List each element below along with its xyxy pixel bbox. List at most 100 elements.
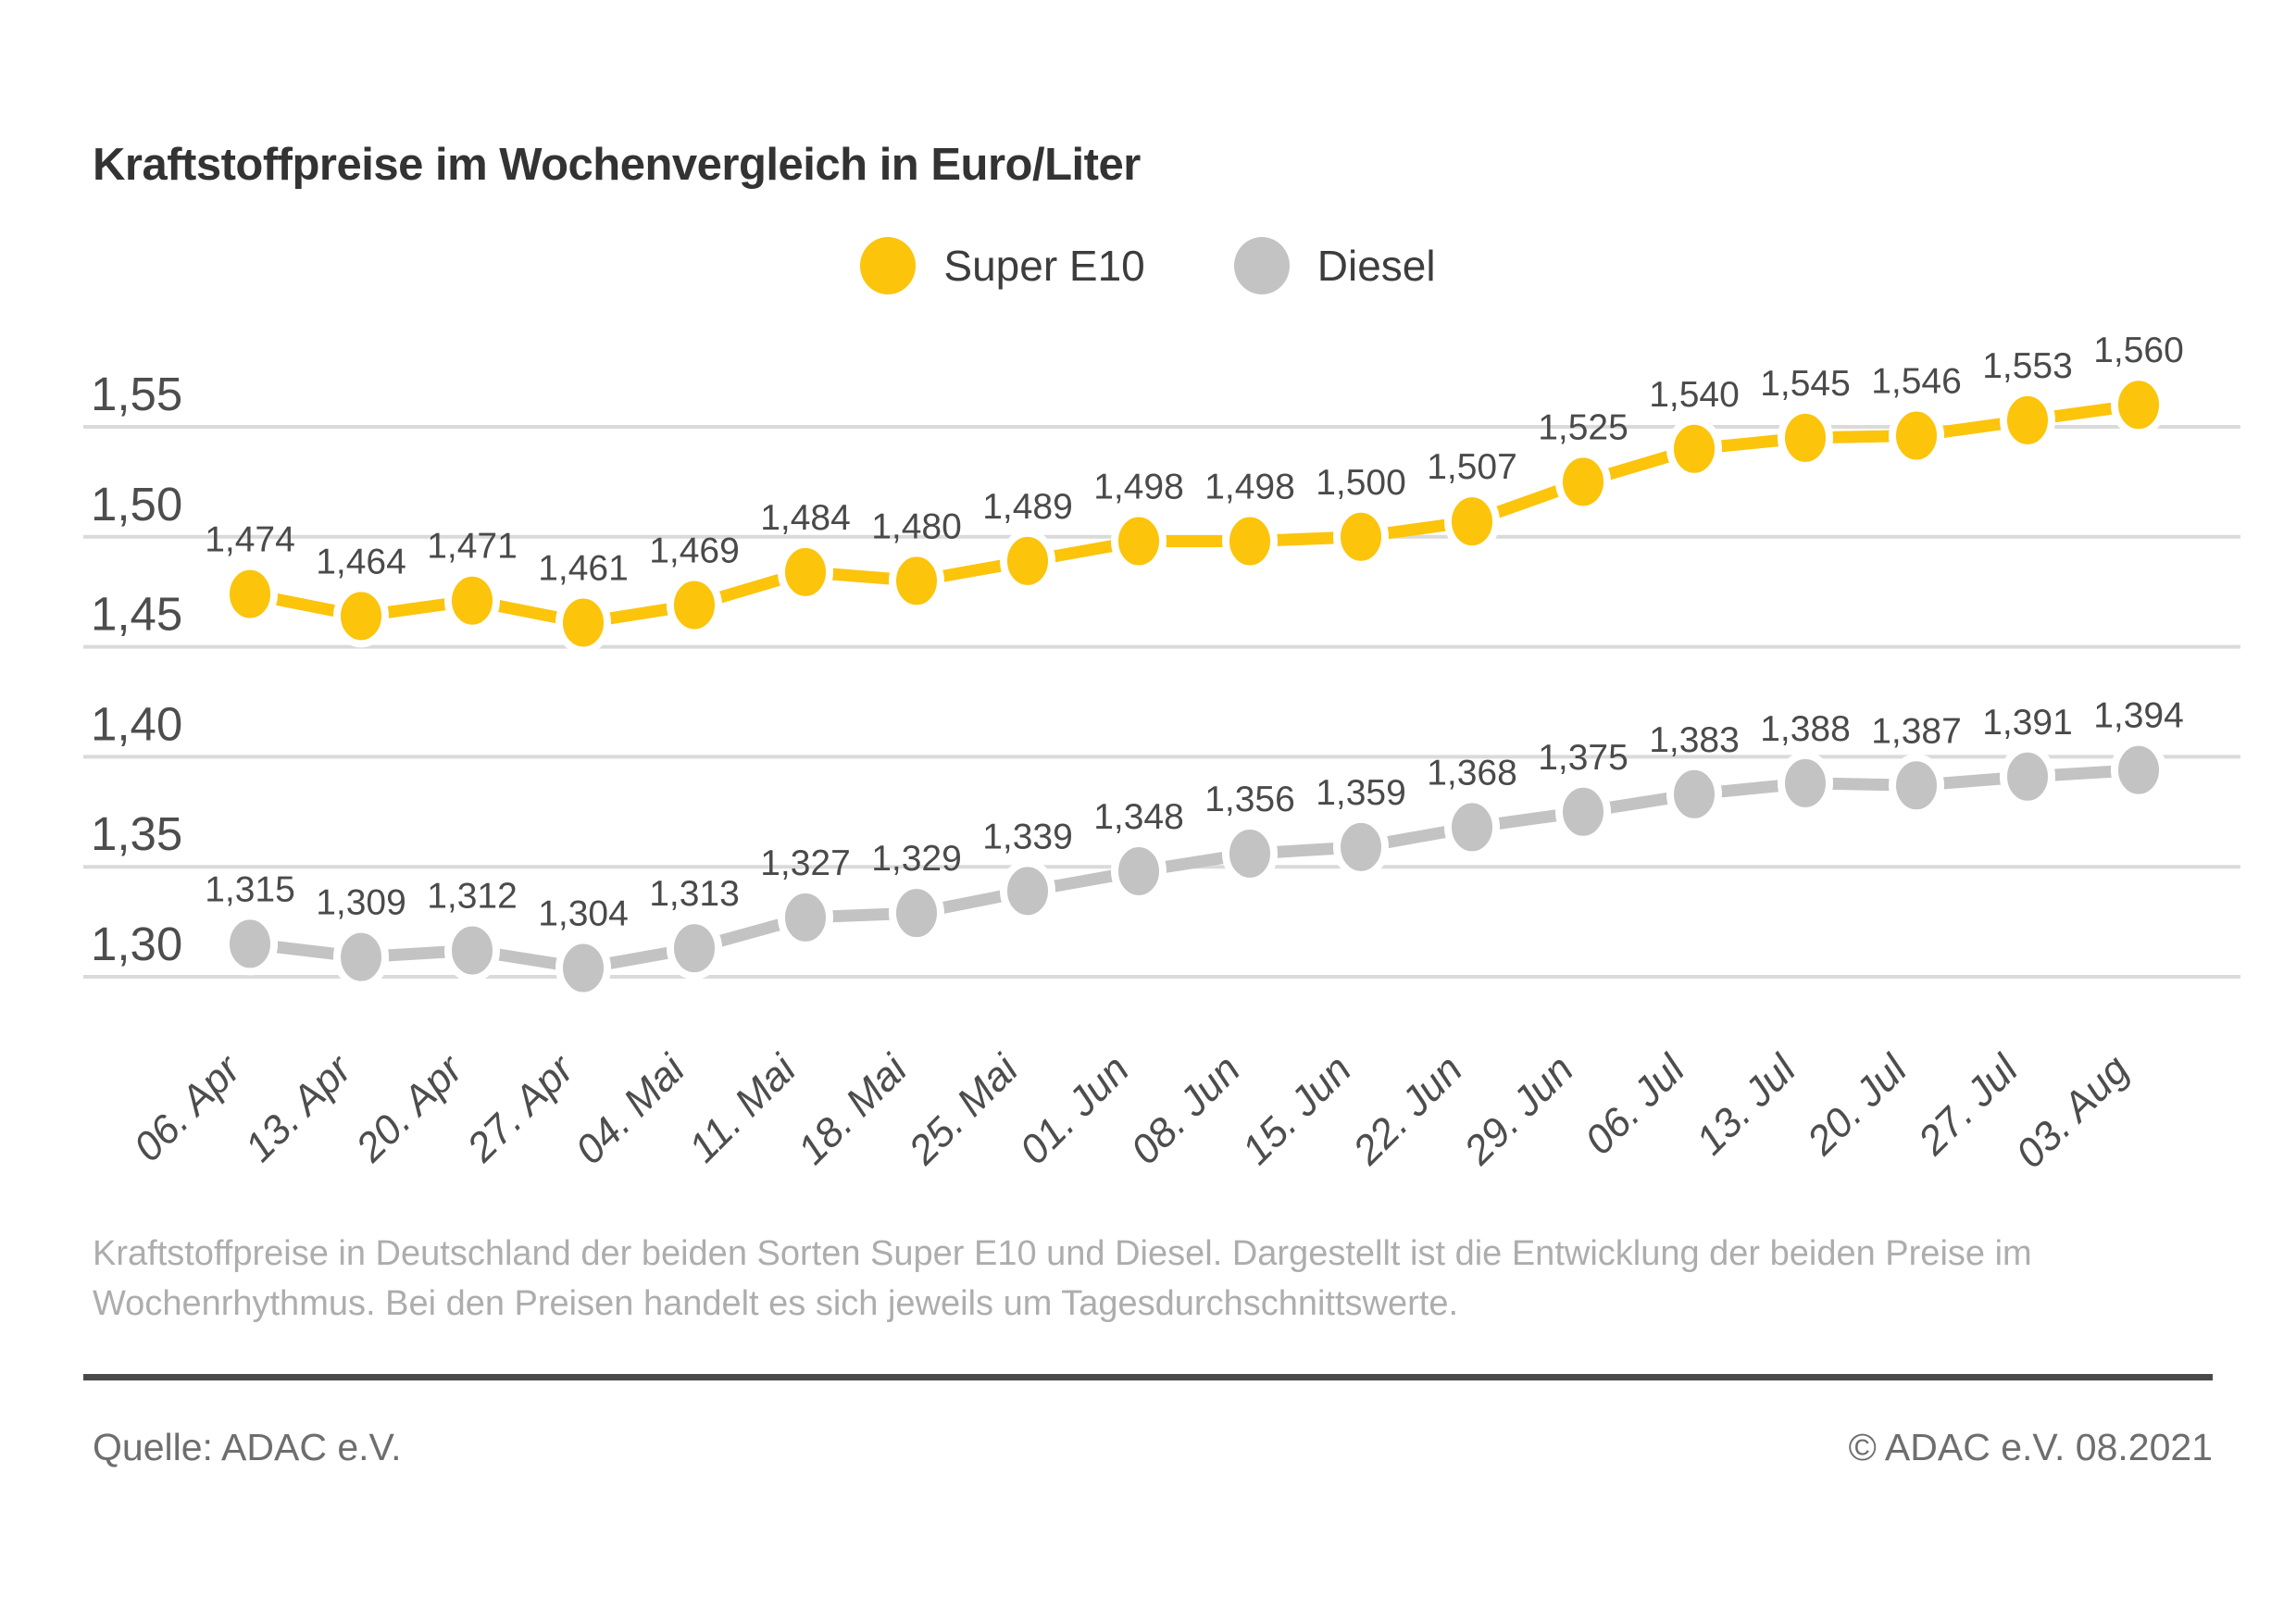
data-point-label: 1,387 <box>1871 711 1962 751</box>
y-tick-label: 1,35 <box>91 807 182 860</box>
source-text: Quelle: ADAC e.V. <box>93 1426 402 1468</box>
chart-legend: Super E10 Diesel <box>0 237 2296 294</box>
x-tick-label: 15. Jun <box>1233 1046 1360 1173</box>
data-point-label: 1,507 <box>1427 447 1517 487</box>
data-point <box>1889 404 1944 468</box>
data-point-label: 1,461 <box>538 548 629 588</box>
x-tick-label: 18. Mai <box>789 1046 917 1174</box>
data-point-label: 1,348 <box>1093 797 1184 837</box>
x-tick-label: 20. Apr <box>347 1045 473 1171</box>
data-point-label: 1,469 <box>649 531 740 570</box>
legend-item-diesel: Diesel <box>1233 237 1436 294</box>
data-point-label: 1,464 <box>316 542 406 581</box>
data-point <box>1222 821 1278 885</box>
data-point-label: 1,480 <box>871 506 962 546</box>
x-tick-label: 22. Jun <box>1344 1046 1471 1173</box>
data-point-label: 1,484 <box>760 498 851 538</box>
page-title: Kraftstoffpreise im Wochenvergleich in E… <box>93 140 1141 190</box>
data-point-label: 1,339 <box>982 817 1073 856</box>
data-point <box>1000 859 1055 923</box>
data-point-label: 1,498 <box>1093 468 1184 507</box>
data-point-label: 1,356 <box>1204 780 1295 819</box>
divider-line <box>83 1374 2213 1380</box>
data-point <box>333 584 389 648</box>
data-point <box>1889 754 1944 818</box>
legend-dot-diesel-icon <box>1233 237 1290 294</box>
data-point-label: 1,471 <box>427 527 518 567</box>
x-tick-label: 27. Apr <box>458 1045 584 1171</box>
y-tick-label: 1,40 <box>91 697 182 750</box>
data-point <box>1666 762 1722 826</box>
data-point <box>444 918 500 982</box>
x-tick-label: 06. Apr <box>125 1045 250 1170</box>
series-line-diesel <box>249 764 2140 974</box>
data-point <box>1444 490 1500 554</box>
legend-item-super-e10: Super E10 <box>860 237 1145 294</box>
footer: Quelle: ADAC e.V. © ADAC e.V. 08.2021 <box>93 1426 2213 1469</box>
data-point-label: 1,309 <box>316 883 406 923</box>
data-point <box>1333 505 1389 568</box>
data-point-label: 1,525 <box>1538 407 1628 447</box>
legend-dot-super-e10-icon <box>860 237 917 294</box>
data-point <box>555 591 611 655</box>
legend-label-super-e10: Super E10 <box>943 242 1145 290</box>
x-tick-label: 13. Jul <box>1688 1046 1805 1164</box>
data-point-label: 1,391 <box>1982 703 2073 743</box>
data-point-label: 1,313 <box>649 874 740 914</box>
data-point-label: 1,304 <box>538 893 629 933</box>
data-point <box>2111 373 2166 437</box>
x-tick-label: 25. Mai <box>900 1046 1028 1174</box>
data-point-label: 1,315 <box>205 869 295 909</box>
data-point <box>222 562 278 626</box>
data-point <box>667 917 722 980</box>
legend-label-diesel: Diesel <box>1316 242 1436 290</box>
data-point-label: 1,359 <box>1316 773 1406 813</box>
data-point <box>444 568 500 632</box>
data-point <box>1555 450 1611 514</box>
y-tick-label: 1,50 <box>91 478 182 531</box>
data-point <box>1000 529 1055 593</box>
chart-description: Kraftstoffpreise in Deutschland der beid… <box>93 1234 2032 1323</box>
series-line-super-e10 <box>248 398 2140 629</box>
data-point <box>667 573 722 637</box>
data-point <box>1111 509 1167 573</box>
data-point-label: 1,327 <box>760 843 851 883</box>
data-point-label: 1,553 <box>1982 346 2073 386</box>
data-point <box>222 912 278 976</box>
data-point-label: 1,540 <box>1649 375 1740 415</box>
data-point <box>1778 406 1833 469</box>
data-point-label: 1,394 <box>2093 696 2184 736</box>
x-tick-label: 03. Aug <box>2007 1046 2138 1177</box>
data-point <box>778 885 833 949</box>
x-tick-label: 08. Jun <box>1122 1046 1249 1173</box>
data-point-label: 1,388 <box>1760 709 1851 749</box>
data-point <box>555 936 611 1000</box>
data-point-label: 1,498 <box>1204 468 1295 507</box>
data-point <box>889 881 944 945</box>
y-tick-label: 1,30 <box>91 918 182 970</box>
data-point <box>333 925 389 989</box>
data-point <box>889 549 944 613</box>
data-point <box>2000 388 2055 452</box>
data-point-label: 1,368 <box>1427 753 1517 793</box>
x-tick-label: 06. Jul <box>1577 1046 1694 1164</box>
data-point-label: 1,383 <box>1649 720 1740 760</box>
data-point <box>1111 839 1167 903</box>
data-point <box>1666 417 1722 481</box>
x-tick-label: 29. Jun <box>1455 1046 1582 1173</box>
data-point <box>1222 509 1278 573</box>
data-point-label: 1,474 <box>205 520 295 560</box>
x-tick-label: 11. Mai <box>680 1046 805 1171</box>
data-point-label: 1,329 <box>871 839 962 879</box>
data-point-label: 1,545 <box>1760 364 1851 404</box>
data-point <box>1555 780 1611 843</box>
y-tick-label: 1,45 <box>91 588 182 641</box>
data-point <box>2000 744 2055 808</box>
data-point <box>1778 751 1833 815</box>
data-point-label: 1,489 <box>982 487 1073 527</box>
data-point <box>1333 815 1389 879</box>
data-point <box>1444 795 1500 859</box>
x-tick-label: 01. Jun <box>1011 1046 1138 1173</box>
